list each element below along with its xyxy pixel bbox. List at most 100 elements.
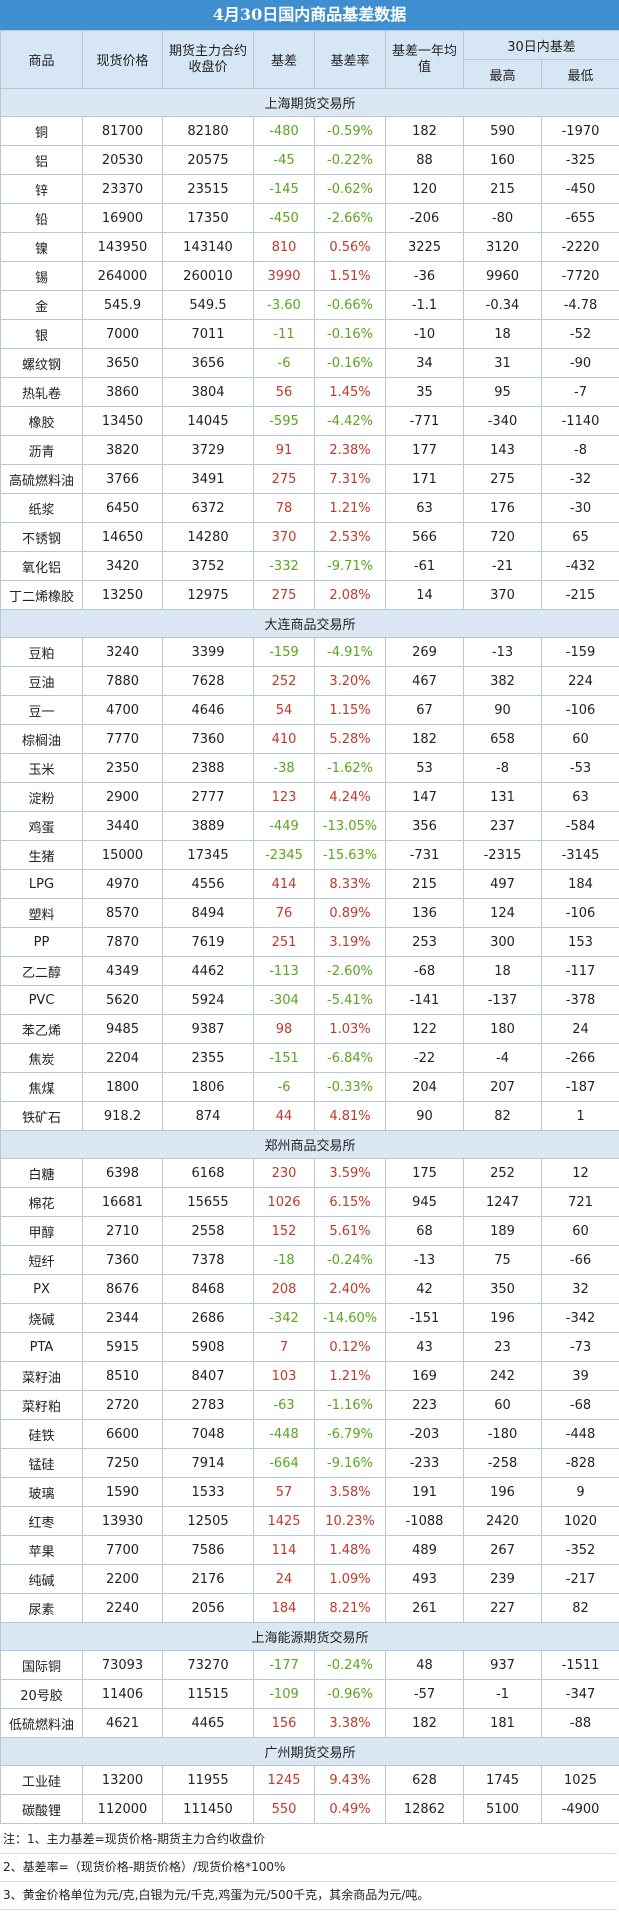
basis-30d-low: 721 [540,1187,619,1217]
spot-price: 264000 [82,261,163,291]
product-name: 镍 [0,232,83,262]
basis-30d-high: 9960 [463,261,542,291]
basis-30d-high: 2420 [463,1506,542,1536]
table-row: 铜 81700 82180 -480 -0.59% 182 590 -1970 [0,116,619,146]
basis-year-avg: -1.1 [385,290,464,320]
table-row: 锌 23370 23515 -145 -0.62% 120 215 -450 [0,174,619,204]
product-name: 热轧卷 [0,377,83,407]
spot-price: 13200 [82,1765,163,1795]
table-row: PTA 5915 5908 7 0.12% 43 23 -73 [0,1332,619,1362]
basis-rate: 3.58% [314,1477,386,1507]
basis-30d-low: -4.78 [540,290,619,320]
product-name: 豆油 [0,666,83,696]
basis-30d-high: 95 [463,377,542,407]
product-name: 金 [0,290,83,320]
basis-30d-high: 90 [463,695,542,725]
table-row: 苯乙烯 9485 9387 98 1.03% 122 180 24 [0,1014,619,1044]
basis-30d-high: -258 [463,1448,542,1478]
spot-price: 7770 [82,724,163,754]
table-row: 螺纹钢 3650 3656 -6 -0.16% 34 31 -90 [0,348,619,378]
basis-30d-high: -13 [463,637,542,667]
basis-rate: 10.23% [314,1506,386,1536]
spot-price: 143950 [82,232,163,262]
basis-30d-low: 153 [540,927,619,957]
basis-rate: -0.24% [314,1650,386,1680]
basis-30d-high: 3120 [463,232,542,262]
basis-30d-high: 658 [463,724,542,754]
basis-rate: -9.16% [314,1448,386,1478]
basis-value: 44 [253,1101,315,1131]
basis-year-avg: 182 [385,724,464,754]
basis-value: 208 [253,1274,315,1304]
footnote-line: 注：1、主力基差=现货价格-期货主力合约收盘价 [0,1825,617,1854]
spot-price: 8570 [82,898,163,928]
basis-30d-low: -347 [540,1679,619,1709]
basis-year-avg: 566 [385,522,464,552]
futures-price: 2355 [162,1043,254,1073]
basis-30d-high: 350 [463,1274,542,1304]
basis-year-avg: 90 [385,1101,464,1131]
basis-30d-high: 124 [463,898,542,928]
futures-price: 3399 [162,637,254,667]
basis-30d-high: 189 [463,1216,542,1246]
product-name: 铅 [0,203,83,233]
basis-rate: 1.15% [314,695,386,725]
product-name: 纸浆 [0,493,83,523]
basis-30d-low: 1020 [540,1506,619,1536]
basis-year-avg: 43 [385,1332,464,1362]
basis-rate: 4.24% [314,782,386,812]
basis-value: -11 [253,319,315,349]
basis-value: 114 [253,1535,315,1565]
basis-year-avg: 63 [385,493,464,523]
futures-price: 11515 [162,1679,254,1709]
product-name: 红枣 [0,1506,83,1536]
table-row: 铁矿石 918.2 874 44 4.81% 90 82 1 [0,1101,619,1131]
spot-price: 13250 [82,580,163,610]
product-name: PVC [0,985,83,1015]
spot-price: 545.9 [82,290,163,320]
basis-30d-low: -828 [540,1448,619,1478]
basis-rate: 6.15% [314,1187,386,1217]
futures-price: 8407 [162,1361,254,1391]
basis-rate: -4.42% [314,406,386,436]
basis-rate: 7.31% [314,464,386,494]
table-row: LPG 4970 4556 414 8.33% 215 497 184 [0,869,619,899]
spot-price: 3820 [82,435,163,465]
basis-value: -45 [253,145,315,175]
basis-30d-low: -66 [540,1245,619,1275]
futures-price: 7011 [162,319,254,349]
basis-30d-low: 39 [540,1361,619,1391]
basis-value: 54 [253,695,315,725]
product-name: 焦煤 [0,1072,83,1102]
basis-value: 24 [253,1564,315,1594]
basis-30d-high: 237 [463,811,542,841]
table-row: 豆油 7880 7628 252 3.20% 467 382 224 [0,666,619,696]
basis-table: 商品 现货价格 期货主力合约收盘价 基差 基差率 基差一年均值 30日内基差 最… [0,30,619,1824]
basis-rate: 8.33% [314,869,386,899]
product-name: PX [0,1274,83,1304]
product-name: PP [0,927,83,957]
futures-price: 8468 [162,1274,254,1304]
basis-value: 152 [253,1216,315,1246]
spot-price: 5915 [82,1332,163,1362]
basis-value: -151 [253,1043,315,1073]
basis-rate: 1.48% [314,1535,386,1565]
basis-value: -450 [253,203,315,233]
basis-30d-high: -1 [463,1679,542,1709]
header-basis: 基差 [253,30,315,89]
spot-price: 14650 [82,522,163,552]
table-row: 焦炭 2204 2355 -151 -6.84% -22 -4 -266 [0,1043,619,1073]
spot-price: 6450 [82,493,163,523]
basis-30d-low: -450 [540,174,619,204]
basis-year-avg: -22 [385,1043,464,1073]
spot-price: 13450 [82,406,163,436]
basis-year-avg: 261 [385,1593,464,1623]
table-row: 银 7000 7011 -11 -0.16% -10 18 -52 [0,319,619,349]
basis-30d-low: -73 [540,1332,619,1362]
product-name: PTA [0,1332,83,1362]
basis-30d-low: 63 [540,782,619,812]
table-row: 玻璃 1590 1533 57 3.58% 191 196 9 [0,1477,619,1507]
product-name: 铜 [0,116,83,146]
table-row: 鸡蛋 3440 3889 -449 -13.05% 356 237 -584 [0,811,619,841]
basis-30d-high: 720 [463,522,542,552]
